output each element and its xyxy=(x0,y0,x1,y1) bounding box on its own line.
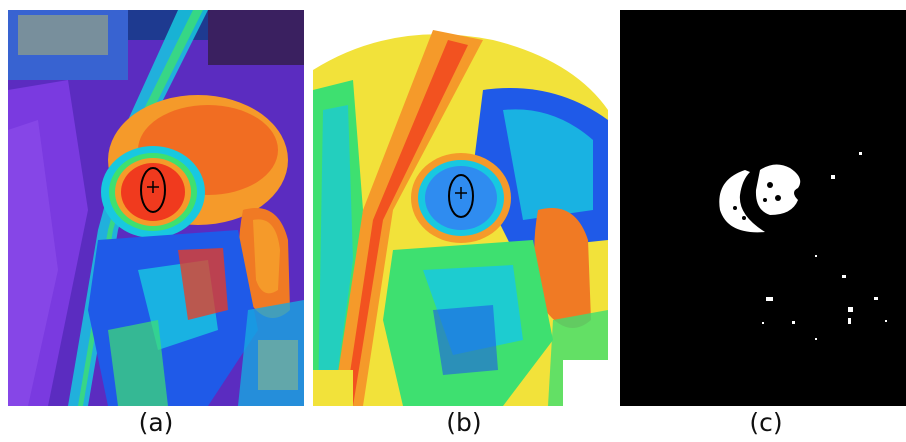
color-map-panel-b xyxy=(313,10,608,406)
caption-a: (a) xyxy=(138,408,174,437)
color-map-panel-a xyxy=(8,10,304,406)
color-map-image-a xyxy=(8,10,304,406)
caption-b: (b) xyxy=(446,408,482,437)
caption-c: (c) xyxy=(749,408,783,437)
color-map-image-b xyxy=(313,10,608,406)
binary-mask-image-c xyxy=(620,10,906,406)
binary-mask-panel-c xyxy=(620,10,906,406)
